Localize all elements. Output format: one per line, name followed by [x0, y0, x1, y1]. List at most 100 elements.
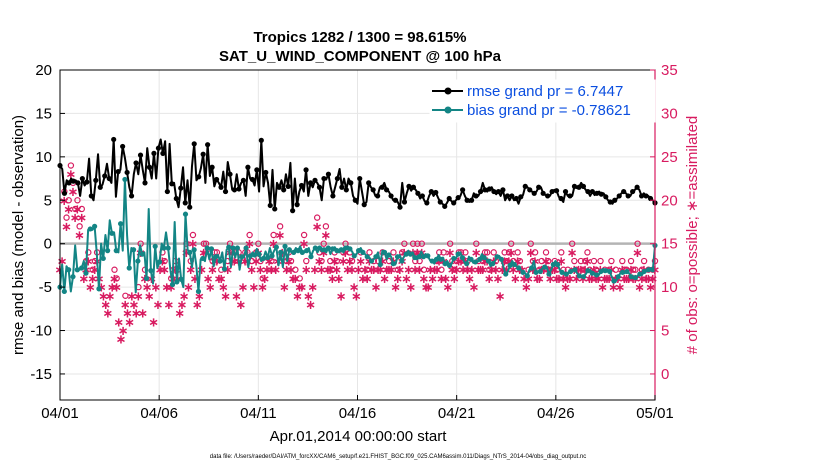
obs-assimilated-27: ∗: [113, 315, 124, 330]
series-1-point-64: [195, 288, 202, 295]
series-1-point-98: [269, 253, 275, 259]
series-0-point-212: [531, 190, 537, 196]
obs-assimilated-207: ∗: [506, 246, 517, 261]
obs-possible-153: [390, 249, 397, 256]
obs-assimilated-20: ∗: [98, 289, 109, 304]
obs-assimilated-205: ∗: [501, 263, 512, 278]
obs-assimilated-4: ∗: [63, 202, 74, 217]
series-0-point-22: [106, 175, 112, 182]
obs-possible-113: [303, 257, 310, 265]
series-1-point-124: [325, 245, 331, 251]
obs-assimilated-34: ∗: [129, 298, 140, 313]
series-1-point-50: [165, 245, 171, 251]
chart-title-line-1: Tropics 1282 / 1300 = 98.615%: [253, 29, 466, 46]
series-0-point-170: [437, 199, 443, 205]
obs-possible-106: [287, 257, 295, 265]
obs-assimilated-8: ∗: [72, 202, 83, 217]
series-1-point-48: [161, 245, 167, 251]
series-1-point-108: [291, 249, 297, 255]
obs-assimilated-201: ∗: [493, 272, 504, 287]
series-1-point-248: [593, 272, 600, 278]
y-left-tick-label-4: 5: [44, 192, 52, 209]
obs-assimilated-136: ∗: [351, 289, 362, 304]
obs-possible-206: [505, 249, 513, 256]
obs-assimilated-188: ∗: [464, 272, 475, 287]
axes: -15 -10 -5 0 5 10 15 20 0 5 10 15 20 25 30 35 04/01 04/06…: [30, 62, 677, 422]
obs-possible-141: [364, 266, 371, 273]
obs-assimilated-161: ∗: [405, 281, 416, 296]
obs-possible-155: [394, 266, 402, 273]
obs-assimilated-135: ∗: [349, 281, 360, 296]
obs-possible-207: [507, 240, 515, 247]
obs-assimilated-60: ∗: [185, 263, 196, 278]
series-layer: [57, 136, 658, 295]
obs-assimilated-229: ∗: [554, 272, 565, 287]
series-0-point-14: [88, 193, 94, 199]
y-right-tick-label-1: 5: [661, 323, 669, 340]
obs-assimilated-112: ∗: [299, 237, 310, 252]
obs-assimilated-178: ∗: [442, 281, 453, 296]
obs-assimilated-14: ∗: [85, 281, 96, 296]
series-0-point-98: [276, 184, 282, 190]
obs-assimilated-69: ∗: [205, 281, 216, 296]
obs-assimilated-228: ∗: [551, 272, 562, 287]
series-0-point-70: [213, 176, 220, 183]
y-right-tick-label-2: 10: [661, 279, 678, 296]
series-1-point-54: [174, 279, 180, 285]
series-0-point-130: [348, 180, 354, 186]
y-axis-right-label: # of obs: o=possible; ∗=assimilated: [684, 116, 701, 355]
series-0-point-4: [66, 180, 72, 186]
series-0-point-102: [285, 183, 291, 189]
series-0-point-20: [102, 173, 108, 179]
obs-assimilated-232: ∗: [560, 281, 571, 296]
series-1-point-118: [312, 245, 318, 251]
obs-assimilated-87: ∗: [244, 237, 255, 252]
obs-assimilated-270: ∗: [643, 272, 654, 287]
series-1-point-20: [100, 255, 106, 262]
chart-title-line-2: SAT_U_WIND_COMPONENT @ 100 hPa: [219, 48, 502, 65]
data-file-footnote: data file: /Users/raeder/DAI/ATM_forcXX/…: [210, 454, 586, 460]
series-0-point-34: [133, 160, 139, 166]
y-right-tick-label-3: 15: [661, 236, 678, 253]
obs-assimilated-149: ∗: [379, 272, 390, 287]
obs-assimilated-65: ∗: [196, 263, 207, 278]
series-0-point-214: [536, 184, 542, 190]
series-0-point-242: [598, 191, 604, 197]
obs-possible-4: [65, 197, 72, 204]
obs-possible-101: [276, 223, 284, 230]
series-0-point-186: [473, 193, 479, 199]
obs-assimilated-118: ∗: [312, 220, 323, 235]
obs-possible-7: [72, 205, 79, 213]
series-0-point-226: [562, 188, 569, 195]
obs-possible-158: [401, 240, 408, 247]
obs-assimilated-85: ∗: [240, 255, 251, 270]
obs-possible-162: [409, 240, 417, 247]
obs-assimilated-238: ∗: [573, 263, 584, 278]
obs-assimilated-225: ∗: [545, 272, 556, 287]
obs-assimilated-160: ∗: [403, 263, 414, 278]
obs-possible-110: [296, 275, 303, 282]
obs-assimilated-77: ∗: [222, 263, 233, 278]
y-right-tick-label-6: 30: [661, 105, 678, 122]
obs-assimilated-6: ∗: [68, 185, 79, 200]
obs-assimilated-68: ∗: [203, 272, 214, 287]
obs-assimilated-150: ∗: [381, 263, 392, 278]
series-1-point-134: [347, 246, 353, 252]
obs-possible-235: [568, 240, 576, 247]
series-0-point-194: [491, 188, 497, 195]
series-0-point-132: [352, 197, 358, 203]
obs-assimilated-5: ∗: [65, 168, 76, 183]
obs-assimilated-10: ∗: [76, 211, 87, 226]
obs-possible-167: [420, 266, 428, 273]
series-0-point-160: [415, 190, 421, 196]
obs-assimilated-243: ∗: [584, 272, 595, 287]
series-0-point-114: [312, 177, 318, 183]
series-0-point-222: [553, 188, 560, 194]
series-1-point-106: [286, 247, 292, 253]
obs-assimilated-226: ∗: [547, 263, 558, 278]
obs-assimilated-265: ∗: [632, 246, 643, 261]
series-0-point-28: [120, 143, 126, 150]
obs-possible-48: [161, 257, 168, 265]
obs-assimilated-72: ∗: [211, 255, 222, 270]
obs-assimilated-9: ∗: [74, 229, 85, 244]
